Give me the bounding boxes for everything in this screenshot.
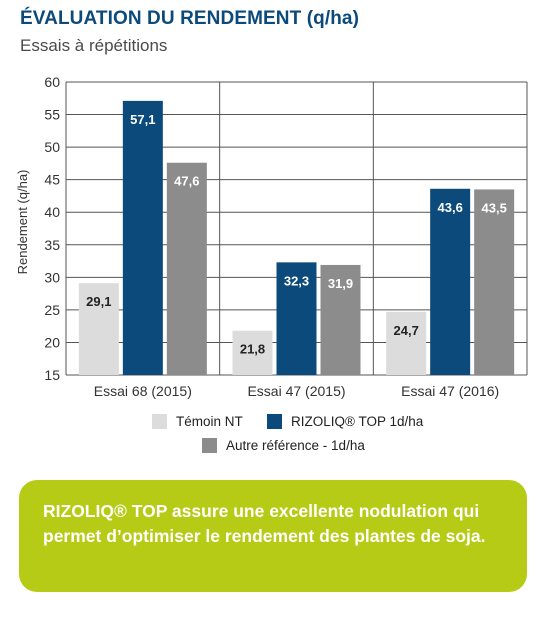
data-label: 24,7 (394, 323, 419, 338)
y-axis-label: Rendement (q/ha) (15, 170, 30, 275)
x-category-label: Essai 47 (2015) (247, 383, 345, 399)
bar (166, 162, 207, 375)
callout-box: RIZOLIQ® TOP assure une excellente nodul… (19, 480, 527, 592)
y-tick-label: 35 (44, 237, 60, 253)
y-tick-label: 60 (44, 74, 60, 90)
data-label: 47,6 (174, 174, 199, 189)
data-label: 31,9 (328, 276, 353, 291)
legend-swatch-rizoliq (267, 414, 282, 429)
bar-chart: 15 20 25 30 35 40 45 50 55 60 29,1 57,1 47,6 Essai 68… (15, 74, 528, 399)
y-tick-label: 45 (44, 172, 60, 188)
bar (78, 283, 119, 375)
data-label: 32,3 (284, 273, 309, 288)
x-category-label: Essai 68 (2015) (94, 383, 192, 399)
data-label: 21,8 (240, 342, 265, 357)
y-tick-label: 40 (44, 204, 60, 220)
bar (276, 262, 317, 375)
data-label: 29,1 (86, 294, 111, 309)
chart-subtitle: Essais à répétitions (20, 36, 168, 55)
data-label: 57,1 (130, 112, 155, 127)
y-tick-label: 20 (44, 334, 60, 350)
y-tick-label: 25 (44, 302, 60, 318)
legend-item-rizoliq: RIZOLIQ® TOP 1d/ha (267, 414, 423, 429)
bar (430, 188, 471, 375)
legend-label-rizoliq: RIZOLIQ® TOP 1d/ha (291, 414, 424, 429)
legend-swatch-autre (202, 438, 217, 453)
chart-title: ÉVALUATION DU RENDEMENT (q/ha) (20, 8, 360, 29)
y-tick-label: 30 (44, 269, 60, 285)
data-label: 43,6 (438, 200, 463, 215)
bar (232, 330, 273, 375)
legend-label-temoin: Témoin NT (176, 414, 243, 429)
data-label: 43,5 (482, 200, 507, 215)
bar (474, 189, 515, 375)
legend-swatch-temoin (152, 414, 167, 429)
bar (386, 311, 427, 375)
legend-item-autre: Autre référence - 1d/ha (202, 438, 365, 453)
x-category-label: Essai 47 (2016) (401, 383, 499, 399)
y-tick-label: 50 (44, 139, 60, 155)
y-tick-label: 55 (44, 107, 60, 123)
y-tick-label: 15 (44, 367, 60, 383)
legend-item-temoin: Témoin NT (152, 414, 243, 429)
bar (122, 100, 163, 375)
bar (320, 264, 361, 375)
legend-label-autre: Autre référence - 1d/ha (226, 438, 365, 453)
callout-text: RIZOLIQ® TOP assure une excellente nodul… (43, 501, 486, 546)
